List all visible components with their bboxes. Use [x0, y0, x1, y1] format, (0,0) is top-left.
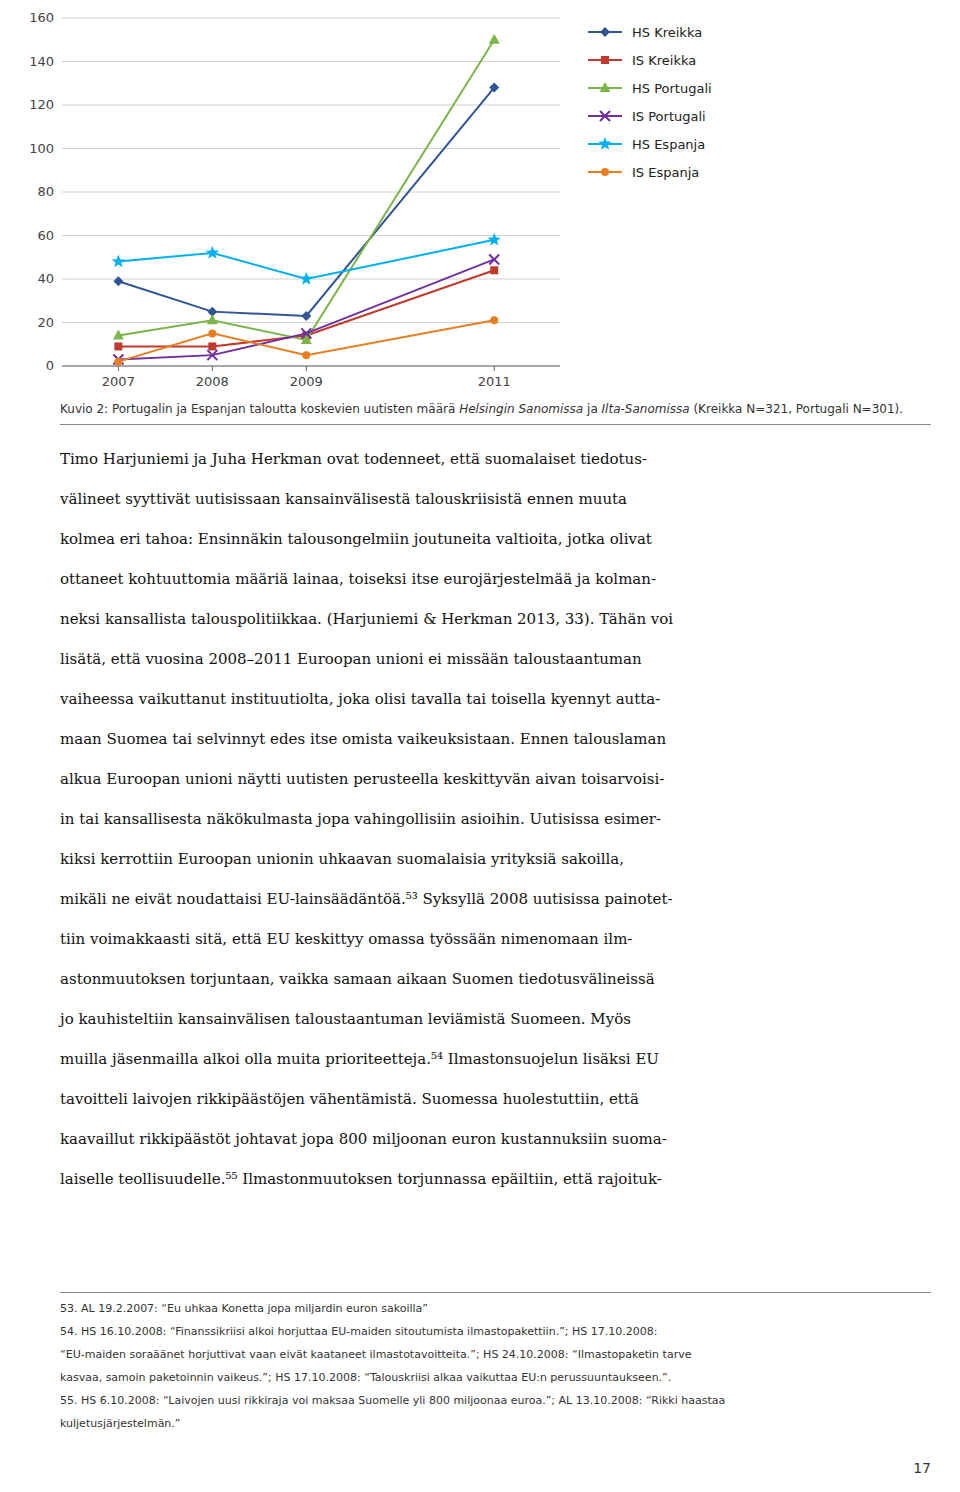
x-tick [306, 366, 307, 371]
body-line: tiin voimakkaasti sitä, että EU keskitty… [60, 930, 632, 948]
data-point [114, 342, 122, 350]
footnote-line: 55. HS 6.10.2008: “Laivojen uusi rikkira… [60, 1394, 725, 1407]
body-line: mikäli ne eivät noudattaisi EU-lainsäädä… [60, 890, 673, 908]
data-point [207, 314, 218, 324]
data-point [489, 254, 499, 264]
body-line: kolmea eri tahoa: Ensinnäkin talousongel… [60, 530, 652, 548]
grid-line [62, 235, 560, 236]
body-line: kaavaillut rikkipäästöt johtavat jopa 80… [60, 1130, 667, 1148]
body-line: ottaneet kohtuuttomia määriä lainaa, toi… [60, 570, 656, 588]
y-tick-label: 140 [29, 54, 54, 69]
data-point [489, 34, 500, 44]
body-line: maan Suomea tai selvinnyt edes itse omis… [60, 730, 666, 748]
y-tick-label: 100 [29, 141, 54, 156]
grid-line [62, 148, 560, 149]
body-line: vaiheessa vaikuttanut instituutiolta, jo… [60, 690, 660, 708]
data-point [208, 342, 216, 350]
legend-label: IS Portugali [632, 109, 706, 124]
data-point [301, 311, 311, 321]
caption-part: Kuvio 2: Portugalin ja Espanjan taloutta… [60, 402, 459, 416]
legend-marker [600, 82, 611, 92]
separator [60, 1292, 931, 1293]
x-axis-line [62, 366, 560, 367]
caption-part: Helsingin Sanomissa [459, 402, 583, 416]
data-point [208, 329, 216, 337]
x-tick-label: 2011 [478, 374, 511, 389]
footnote-line: 53. AL 19.2.2007: “Eu uhkaa Konetta jopa… [60, 1302, 428, 1315]
x-tick [494, 366, 495, 371]
y-tick-label: 60 [37, 228, 54, 243]
body-line: laiselle teollisuudelle.⁵⁵ Ilmastonmuuto… [60, 1170, 662, 1188]
page-number: 17 [913, 1460, 931, 1476]
legend: HS Kreikka IS Kreikka HS Portugali IS Portu… [588, 25, 712, 180]
grid-line [62, 18, 560, 19]
footnote-line: 54. HS 16.10.2008: “Finanssikriisi alkoi… [60, 1325, 657, 1338]
y-tick-label: 120 [29, 97, 54, 112]
caption-part: Ilta-Sanomissa [602, 402, 690, 416]
body-line: Timo Harjuniemi ja Juha Herkman ovat tod… [60, 450, 647, 468]
y-tick-label: 160 [29, 10, 54, 25]
data-point [302, 351, 310, 359]
separator [60, 424, 931, 425]
caption-part: (Kreikka N=321, Portugali N=301). [690, 402, 903, 416]
data-point [112, 255, 125, 268]
body-line: neksi kansallista talouspolitiikkaa. (Ha… [60, 610, 673, 628]
x-tick-label: 2007 [102, 374, 135, 389]
data-point [490, 316, 498, 324]
legend-marker [601, 168, 609, 176]
body-line: lisätä, että vuosina 2008–2011 Euroopan … [60, 650, 642, 668]
legend-label: HS Kreikka [632, 25, 702, 40]
data-point [489, 83, 499, 93]
grid-line [62, 366, 560, 367]
caption: Kuvio 2: Portugalin ja Espanjan taloutta… [60, 402, 903, 416]
series-group [112, 34, 501, 366]
body-line: muilla jäsenmailla alkoi olla muita prio… [60, 1050, 659, 1068]
body-line: kiksi kerrottiin Euroopan unionin uhkaav… [60, 850, 624, 868]
body-line: tavoitteli laivojen rikkipäästöjen vähen… [60, 1090, 639, 1108]
data-point [488, 233, 501, 246]
y-tick-label: 0 [46, 358, 54, 373]
data-point [300, 272, 313, 285]
body-line: astonmuutoksen torjuntaan, vaikka samaan… [60, 970, 655, 988]
data-point [301, 334, 312, 344]
y-tick-label: 20 [37, 315, 54, 330]
legend-marker [600, 27, 610, 37]
data-point [301, 328, 311, 338]
x-tick [212, 366, 213, 371]
data-point [113, 330, 124, 340]
legend-label: HS Portugali [632, 81, 712, 96]
grid-line [62, 61, 560, 62]
legend-marker [600, 111, 610, 121]
series-line [118, 40, 494, 340]
line-chart: 0 20 40 60 80 100 120 140 160 2007 2008 2009 2011 HS … [0, 0, 960, 400]
grid-line [62, 105, 560, 106]
legend-label: HS Espanja [632, 137, 705, 152]
data-point [207, 350, 217, 360]
caption-part: ja [583, 402, 601, 416]
series-line [118, 320, 494, 361]
x-tick [118, 366, 119, 371]
axes: 0 20 40 60 80 100 120 140 160 2007 2008 2009 2011 [29, 10, 560, 389]
legend-marker [601, 56, 609, 64]
legend-label: IS Kreikka [632, 53, 696, 68]
legend-label: IS Espanja [632, 165, 699, 180]
x-tick-label: 2008 [196, 374, 229, 389]
grid-line [62, 192, 560, 193]
x-tick-label: 2009 [290, 374, 323, 389]
body-line: alkua Euroopan unioni näytti uutisten pe… [60, 770, 664, 788]
body-line: välineet syyttivät uutisissaan kansainvä… [60, 490, 627, 508]
body-line: jo kauhisteltiin kansainvälisen talousta… [60, 1010, 631, 1028]
data-point [114, 358, 122, 366]
footnote-line: kasvaa, samoin paketoinnin vaikeus.”; HS… [60, 1371, 671, 1384]
data-point [206, 246, 219, 259]
footnote-line: “EU-maiden soraäänet horjuttivat vaan ei… [60, 1348, 691, 1361]
legend-marker [598, 137, 611, 150]
data-point [490, 266, 498, 274]
y-tick-label: 40 [37, 271, 54, 286]
y-tick-label: 80 [37, 184, 54, 199]
body-line: in tai kansallisesta näkökulmasta jopa v… [60, 810, 661, 828]
data-point [113, 276, 123, 286]
footnote-line: kuljetusjärjestelmän.” [60, 1417, 181, 1430]
